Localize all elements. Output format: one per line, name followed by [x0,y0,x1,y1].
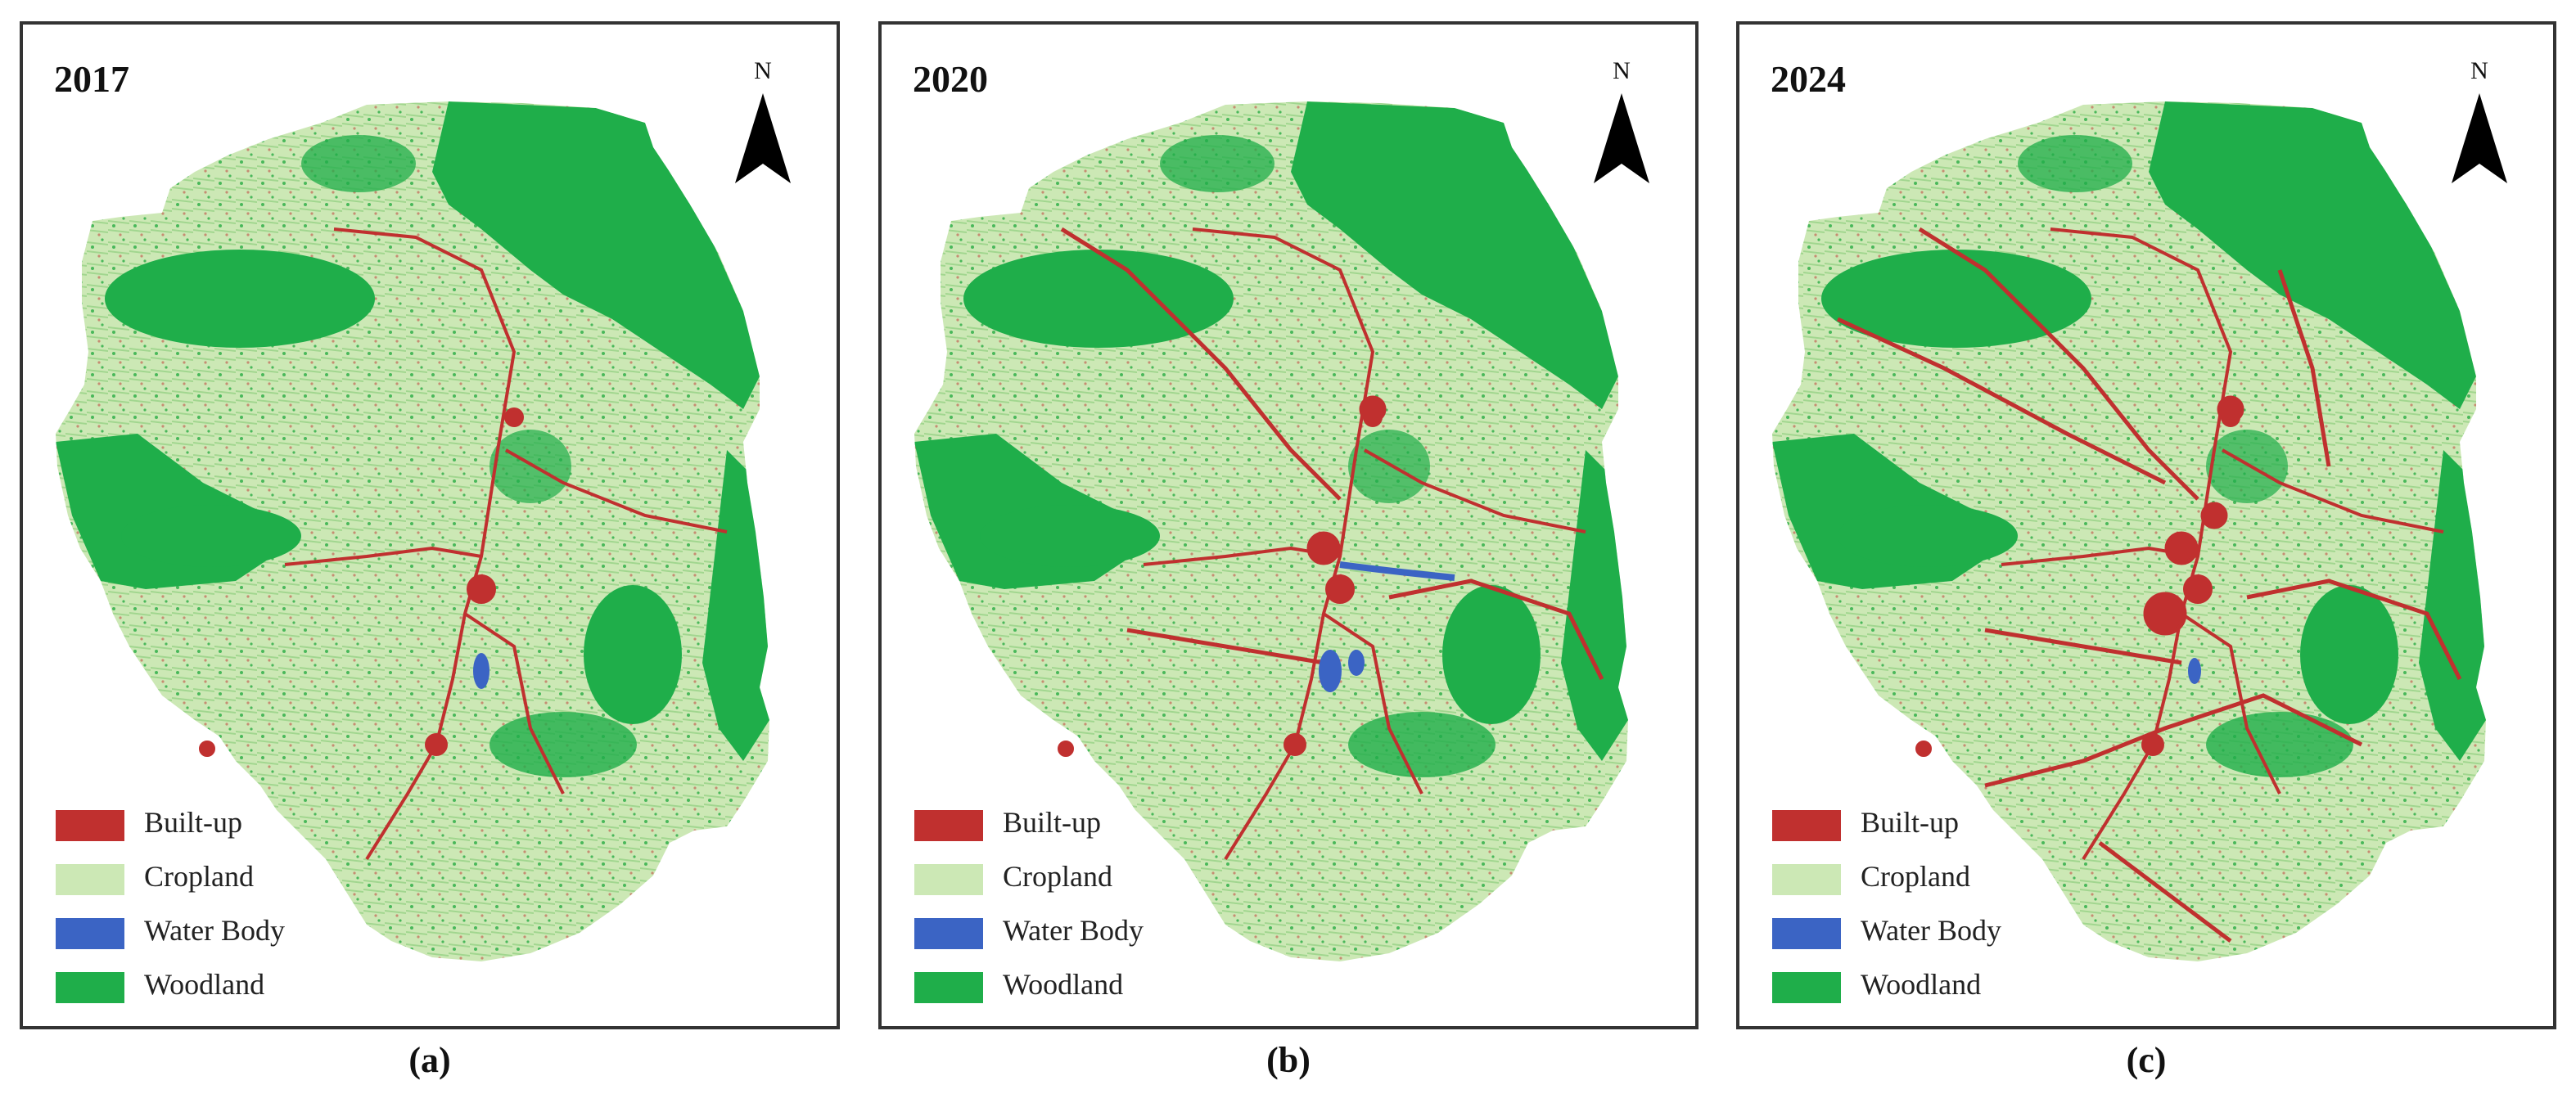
legend-swatch-woodland [1772,972,1841,1003]
legend-label-water-body: Water Body [1003,914,1144,947]
legend-swatch-cropland [1772,864,1841,895]
panel-caption-c: (c) [2126,1040,2167,1080]
north-arrow: N [730,57,796,188]
water-body-layer-2017 [473,653,489,689]
north-arrow-icon [2452,93,2507,183]
legend-label-woodland: Woodland [1003,968,1124,1001]
legend-label-woodland: Woodland [144,968,265,1001]
legend-swatch-woodland [914,972,983,1003]
panel-year-title: 2017 [54,58,129,100]
north-arrow: N [1589,57,1654,188]
water-body-layer-2024 [2188,658,2201,684]
map-panel-2017: 2017 N Built-up Cropland Water Body Wood… [20,21,840,1029]
panel-caption-a: (a) [408,1040,451,1080]
north-arrow-icon [1594,93,1649,183]
legend-swatch-water-body [914,918,983,949]
legend-label-cropland: Cropland [1003,860,1112,893]
north-label: N [1613,57,1631,84]
legend-swatch-water-body [56,918,124,949]
north-label: N [754,57,772,84]
legend-label-built-up: Built-up [1003,806,1102,839]
land-cover-map-2020 [882,25,1699,1029]
legend-label-built-up: Built-up [1861,806,1960,839]
panel-year-title: 2024 [1771,58,1846,100]
north-arrow: N [2447,57,2512,188]
legend-swatch-water-body [1772,918,1841,949]
legend-label-water-body: Water Body [144,914,286,947]
legend-label-woodland: Woodland [1861,968,1982,1001]
map-panel-2024: 2024 N Built-up Cropland Water Body Wood… [1736,21,2556,1029]
water-body-layer-2020 [1319,561,1455,692]
legend-swatch-built-up [914,810,983,841]
north-label: N [2470,57,2488,84]
land-cover-map-2024 [1739,25,2556,1029]
legend-label-cropland: Cropland [1861,860,1970,893]
legend-swatch-built-up [1772,810,1841,841]
panel-year-title: 2020 [913,58,988,100]
map-panel-2020: 2020 N Built-up Cropland Water Body Wood… [878,21,1699,1029]
legend-swatch-built-up [56,810,124,841]
legend-swatch-cropland [914,864,983,895]
land-cover-map-2017 [23,25,840,1029]
legend-label-built-up: Built-up [144,806,243,839]
legend-label-water-body: Water Body [1861,914,2002,947]
legend-swatch-woodland [56,972,124,1003]
north-arrow-icon [735,93,791,183]
legend-label-cropland: Cropland [144,860,254,893]
legend-swatch-cropland [56,864,124,895]
panel-caption-b: (b) [1266,1040,1311,1080]
